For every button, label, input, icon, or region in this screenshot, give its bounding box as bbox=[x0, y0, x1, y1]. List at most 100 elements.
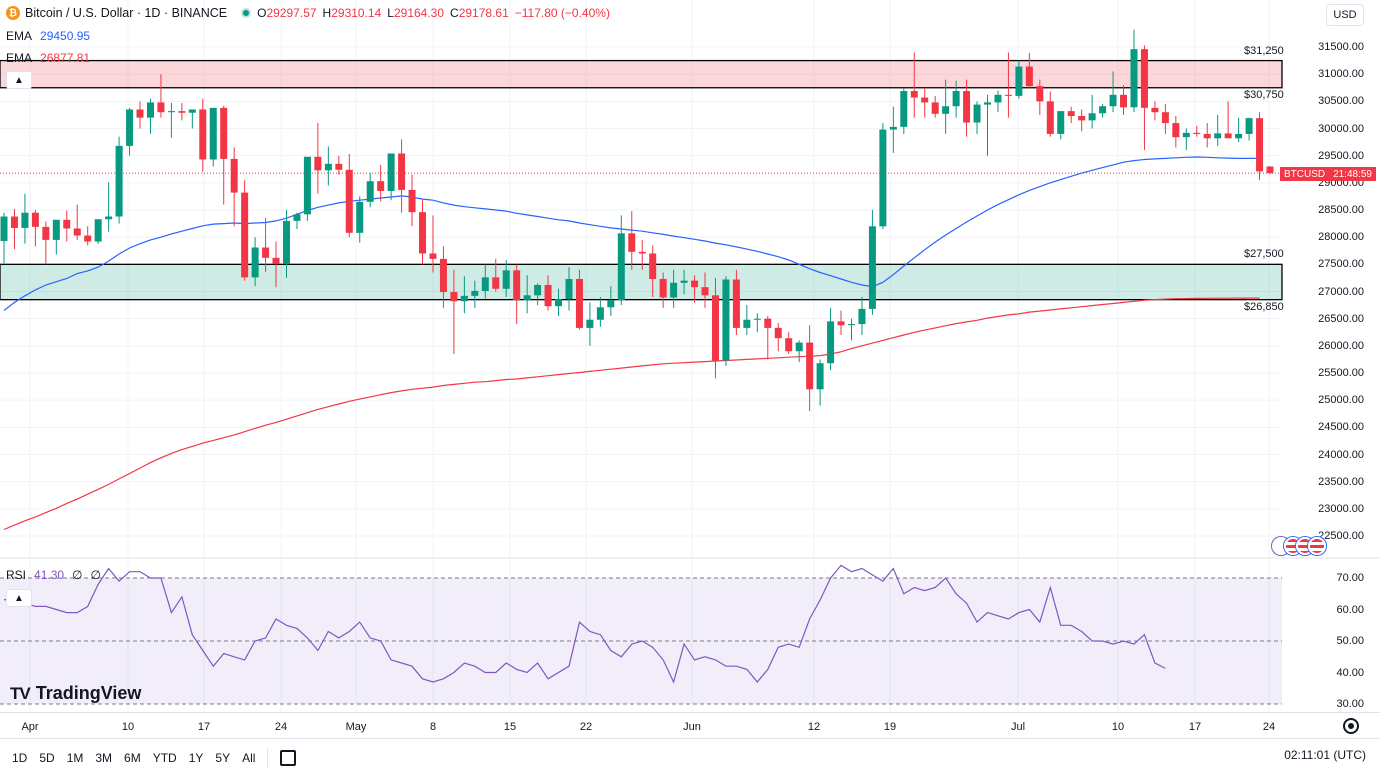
candle-body bbox=[879, 129, 887, 227]
price-tick-label: 26000.00 bbox=[1318, 339, 1364, 352]
collapse-rsi-legend-button[interactable]: ▲ bbox=[6, 589, 32, 607]
change-value: −117.80 (−0.40%) bbox=[514, 6, 610, 20]
candle-body bbox=[1015, 66, 1023, 96]
candle-body bbox=[105, 216, 113, 220]
candle-body bbox=[429, 253, 437, 259]
utc-clock[interactable]: 02:11:01 (UTC) bbox=[1284, 748, 1366, 762]
timeframe-button[interactable]: All bbox=[242, 750, 256, 765]
candle-body bbox=[910, 91, 918, 98]
close-value: 29178.61 bbox=[458, 6, 509, 20]
candle-body bbox=[314, 156, 322, 171]
candle-body bbox=[251, 247, 259, 278]
timeframe-list: 1D 5D 1M 3M 6M YTD 1Y 5Y All bbox=[12, 751, 267, 765]
price-tick-label: 28500.00 bbox=[1318, 204, 1364, 216]
candle-body bbox=[743, 319, 751, 328]
market-status-icon[interactable] bbox=[241, 8, 252, 18]
timeframe-button[interactable]: 5Y bbox=[215, 750, 231, 765]
candle-body bbox=[481, 277, 489, 291]
candle-body bbox=[167, 111, 175, 113]
calendar-icon[interactable] bbox=[280, 749, 297, 766]
candle-body bbox=[827, 321, 835, 364]
chart-canvas[interactable] bbox=[0, 0, 1380, 712]
timeframe-button[interactable]: 5D bbox=[39, 750, 55, 765]
candle-body bbox=[241, 192, 249, 278]
rsi-tick-label: 50.00 bbox=[1336, 635, 1364, 647]
price-tick-label: 29500.00 bbox=[1318, 149, 1364, 162]
time-tick-label: Jul bbox=[1010, 721, 1026, 733]
high-value: 29310.14 bbox=[331, 6, 382, 20]
candle-body bbox=[31, 212, 39, 227]
collapse-legend-button[interactable]: ▲ bbox=[6, 71, 32, 89]
rsi-line bbox=[3, 564, 1166, 684]
economic-events[interactable] bbox=[1272, 537, 1326, 555]
timeframe-button[interactable]: 1M bbox=[66, 750, 84, 765]
candle-body bbox=[157, 102, 165, 113]
level-label: $31,250 bbox=[1244, 44, 1284, 57]
currency-button[interactable]: USD bbox=[1326, 4, 1364, 26]
tradingview-logo[interactable]: TV TradingView bbox=[10, 683, 142, 703]
time-tick-label: 10 bbox=[1111, 721, 1125, 733]
symbol-title[interactable]: Bitcoin / U.S. Dollar · 1D · BINANCE bbox=[25, 6, 228, 20]
time-tick-label: 17 bbox=[1188, 721, 1202, 733]
us-flag-icon[interactable] bbox=[1308, 537, 1326, 555]
rsi-legend[interactable]: RSI 41.30 ∅ ∅ bbox=[6, 568, 101, 582]
candle-body bbox=[1088, 113, 1096, 121]
candle-body bbox=[774, 327, 782, 339]
candle-body bbox=[680, 280, 688, 283]
timeframe-button[interactable]: 6M bbox=[124, 750, 141, 765]
candle-body bbox=[1214, 133, 1222, 139]
gear-icon[interactable] bbox=[1343, 718, 1359, 734]
candle-body bbox=[711, 295, 719, 361]
candle-body bbox=[345, 169, 353, 233]
candle-body bbox=[732, 279, 740, 328]
candle-body bbox=[1203, 133, 1211, 139]
ema-fast-legend[interactable]: EMA 29450.95 bbox=[6, 29, 91, 43]
candle-body bbox=[262, 247, 270, 258]
ema-slow-legend[interactable]: EMA 26877.81 bbox=[6, 51, 91, 65]
candle-body bbox=[617, 233, 625, 301]
timeframe-button[interactable]: 3M bbox=[95, 750, 113, 765]
candle-body bbox=[544, 284, 552, 307]
time-tick-label: 17 bbox=[197, 721, 211, 733]
candle-body bbox=[764, 318, 772, 328]
time-tick-label: 15 bbox=[503, 721, 517, 733]
candle-body bbox=[492, 277, 500, 289]
ema-fast-value: 29450.95 bbox=[40, 29, 91, 43]
price-tick-label: 24000.00 bbox=[1318, 448, 1364, 461]
support-zone bbox=[0, 263, 1283, 301]
candle-body bbox=[178, 111, 186, 113]
candle-body bbox=[963, 91, 971, 123]
candle-body bbox=[952, 91, 960, 107]
candle-body bbox=[586, 319, 594, 328]
candle-body bbox=[889, 126, 897, 130]
candle-body bbox=[858, 308, 866, 325]
timeframe-button[interactable]: 1D bbox=[12, 750, 28, 765]
candle-body bbox=[816, 363, 824, 390]
candle-body bbox=[1256, 118, 1264, 172]
candle-body bbox=[419, 212, 427, 254]
candle-body bbox=[1235, 133, 1243, 139]
open-value: 29297.57 bbox=[266, 6, 317, 20]
candle-body bbox=[638, 251, 646, 254]
price-tick-label: 30500.00 bbox=[1318, 95, 1364, 108]
candle-body bbox=[555, 299, 563, 307]
candle-body bbox=[356, 201, 364, 233]
candle-body bbox=[837, 321, 845, 326]
candle-body bbox=[1140, 49, 1148, 108]
timeframe-button[interactable]: YTD bbox=[152, 750, 177, 765]
timeframe-button[interactable]: 1Y bbox=[188, 750, 204, 765]
symbol-header[interactable]: ₿ Bitcoin / U.S. Dollar · 1D · BINANCE O… bbox=[6, 6, 610, 20]
time-tick-label: Apr bbox=[21, 721, 39, 733]
time-axis[interactable]: Apr 10 17 24 May 8 15 22 Jun 12 19 Jul 10 17 24 bbox=[0, 712, 1380, 738]
candle-body bbox=[1193, 132, 1201, 134]
candle-body bbox=[1245, 118, 1253, 134]
rsi-tick-label: 70.00 bbox=[1336, 572, 1364, 584]
time-tick-label: 10 bbox=[121, 721, 135, 733]
time-tick-label: 24 bbox=[1262, 721, 1276, 733]
candle-body bbox=[73, 228, 81, 236]
ema-slow-line bbox=[3, 297, 1260, 531]
candle-body bbox=[691, 280, 699, 288]
level-label: $26,850 bbox=[1244, 300, 1284, 313]
ohlc-values: O29297.57 H29310.14 L29164.30 C29178.61 … bbox=[257, 6, 610, 20]
